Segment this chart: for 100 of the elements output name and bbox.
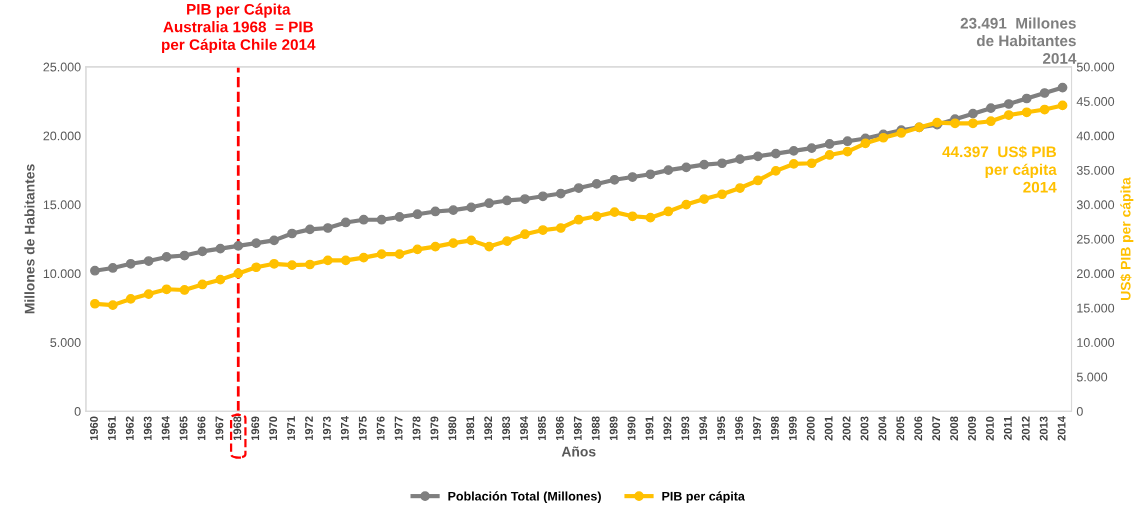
y2-tick-label: 25.000: [1077, 234, 1115, 244]
x-tick-label: 1961: [107, 416, 116, 441]
x-tick-label: 1968: [233, 416, 242, 441]
ref-line-label: PIB per Cápita Australia 1968 = PIB per Cápita Chile 2014: [162, 3, 316, 54]
point: [1021, 93, 1032, 104]
point: [269, 258, 279, 269]
point: [645, 169, 656, 180]
point: [233, 268, 244, 279]
point: [305, 224, 315, 235]
point: [699, 194, 710, 204]
point: [143, 256, 154, 266]
x-tick-label: 1988: [591, 416, 600, 441]
text: 23.491 Millones de Habitantes 2014: [960, 17, 1077, 64]
x-tick-label: 1978: [412, 416, 421, 441]
x-tick-label: 2002: [842, 416, 851, 441]
x-tick-label: 1995: [717, 416, 726, 441]
x-tick-label: 1971: [287, 416, 295, 441]
point: [753, 151, 763, 162]
point: [788, 145, 799, 156]
x-tick-label: 1975: [358, 416, 367, 441]
y2-tick-label: 45.000: [1076, 97, 1115, 106]
point: [609, 207, 620, 218]
x-tick-label: 2004: [878, 416, 887, 441]
y2-tick-label: 50.000: [1076, 62, 1115, 72]
point: [358, 214, 369, 225]
point: [681, 162, 692, 173]
point: [412, 209, 423, 220]
legend-label: PIB per cápita: [662, 491, 745, 504]
y2-tick-label: 15.000: [1077, 303, 1115, 313]
point: [161, 284, 172, 295]
point: [824, 150, 835, 160]
x-tick-label: 2008: [950, 416, 959, 441]
point: [502, 195, 512, 206]
y2-tick-label: 0: [1076, 407, 1083, 416]
point: [305, 259, 315, 270]
point: [376, 249, 387, 260]
point: [573, 183, 584, 193]
x-tick-label: 1993: [681, 416, 690, 441]
x-tick-label: 1979: [430, 416, 439, 441]
point: [986, 103, 996, 114]
point: [1039, 104, 1050, 115]
y-tick-label: 15.000: [43, 200, 81, 210]
point: [107, 300, 118, 310]
x-tick-label: 1962: [125, 416, 134, 441]
y2-tick-label: 5.000: [1076, 372, 1108, 382]
x-tick-label: 1972: [305, 416, 313, 441]
x-tick-label: 1990: [627, 416, 636, 441]
point: [735, 154, 745, 164]
point: [555, 188, 566, 199]
x-tick-label: 1967: [215, 416, 224, 441]
x-tick-label: 1980: [448, 416, 457, 441]
point: [322, 223, 333, 233]
x-tick-label: 1969: [251, 416, 260, 441]
x-tick-label: 1983: [502, 416, 511, 441]
x-axis-title: Años: [561, 446, 596, 457]
point: [215, 274, 226, 285]
point: [358, 252, 369, 263]
x-tick-label: 1973: [322, 416, 331, 441]
point: [1003, 99, 1014, 109]
x-tick-label: 1998: [770, 416, 779, 441]
point: [466, 235, 477, 246]
point: [107, 263, 118, 273]
point: [645, 212, 656, 223]
point: [1021, 107, 1032, 118]
x-tick-label: 1964: [161, 416, 170, 441]
point: [950, 118, 960, 129]
point: [717, 158, 727, 169]
point: [125, 294, 136, 304]
point: [161, 252, 172, 262]
point: [179, 285, 190, 295]
x-tick-label: 1996: [735, 416, 743, 441]
x-tick-label: 2014: [1057, 416, 1066, 441]
point: [842, 146, 853, 157]
y2-tick-label: 30.000: [1076, 200, 1115, 210]
point: [502, 236, 512, 246]
point: [681, 199, 692, 210]
point: [340, 217, 351, 228]
y-axis-title: Millones de Habitantes: [24, 164, 35, 314]
point: [609, 174, 620, 185]
point: [806, 143, 817, 153]
x-tick-label: 2006: [914, 416, 923, 441]
x-tick-label: 2013: [1039, 416, 1048, 441]
point: [717, 189, 727, 200]
point: [770, 165, 781, 176]
point: [394, 212, 405, 222]
point: [538, 191, 548, 202]
x-tick-label: 1992: [663, 416, 672, 441]
x-tick-label: 1999: [788, 416, 797, 441]
point: [179, 250, 190, 261]
x-tick-label: 1989: [609, 416, 618, 441]
point: [197, 246, 208, 257]
point: [269, 235, 279, 246]
x-tick-label: 1986: [555, 416, 564, 441]
point: [448, 238, 459, 249]
point: [125, 258, 136, 269]
point: [430, 241, 441, 252]
y-tick-label: 25.000: [43, 62, 81, 72]
x-tick-label: 2009: [968, 416, 976, 441]
y2-tick-label: 10.000: [1077, 338, 1115, 347]
point: [430, 206, 441, 217]
